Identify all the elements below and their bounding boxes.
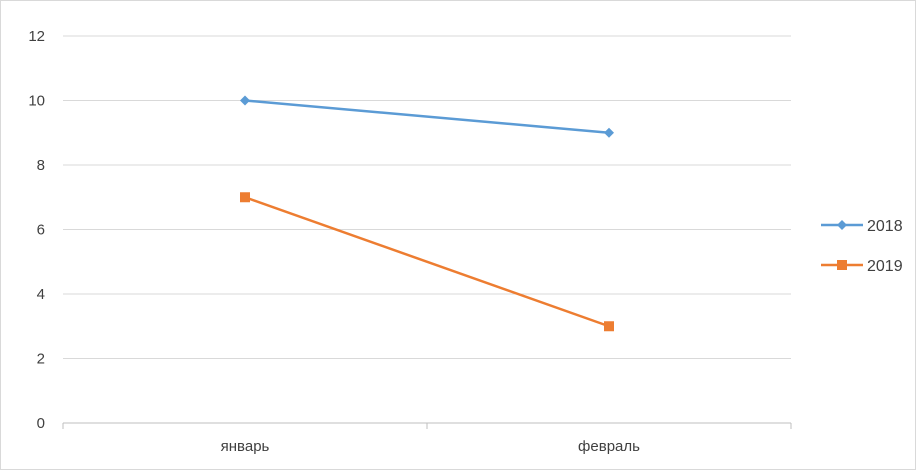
y-axis-ticks: 0 2 4 6 8 10 12 (28, 28, 45, 432)
series-layer (240, 95, 614, 332)
gridlines (63, 35, 791, 359)
series-line-2019 (244, 196, 610, 328)
legend: 2018 2019 (821, 218, 903, 275)
data-point-2018-1 (604, 127, 614, 138)
y-tick-label-2: 2 (37, 351, 45, 368)
legend-label-2019: 2019 (867, 258, 903, 275)
y-tick-label-12: 12 (28, 28, 45, 45)
x-axis: январь февраль (62, 422, 792, 455)
data-point-2019-1 (604, 321, 614, 332)
y-tick-label-6: 6 (37, 222, 45, 239)
y-tick-label-8: 8 (37, 157, 45, 174)
x-tick-label-1: февраль (578, 438, 640, 455)
legend-marker-2018 (837, 220, 847, 230)
data-point-2019-0 (240, 192, 250, 203)
y-tick-label-0: 0 (37, 415, 45, 432)
legend-label-2018: 2018 (867, 218, 903, 235)
x-tick-label-0: январь (221, 438, 270, 455)
y-tick-label-4: 4 (37, 286, 45, 303)
y-tick-label-10: 10 (28, 93, 45, 110)
legend-marker-2019 (837, 260, 847, 270)
series-line-2018 (244, 99, 610, 134)
data-point-2018-0 (240, 95, 250, 106)
